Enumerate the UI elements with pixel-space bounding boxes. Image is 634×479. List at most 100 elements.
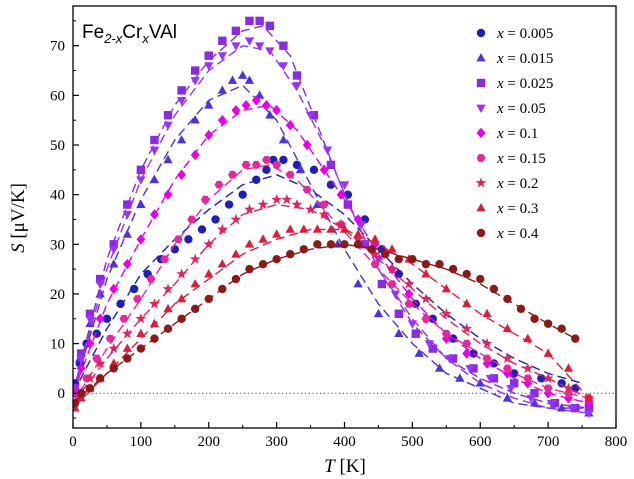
data-point xyxy=(122,229,132,238)
fit-curve xyxy=(73,84,589,409)
data-point xyxy=(217,85,227,94)
data-point xyxy=(312,199,322,208)
data-point xyxy=(200,195,210,204)
data-point xyxy=(563,382,574,393)
data-point xyxy=(216,223,228,234)
data-point xyxy=(305,203,316,215)
data-point xyxy=(136,165,146,175)
data-point xyxy=(411,329,420,338)
data-point xyxy=(76,363,86,374)
data-point xyxy=(516,304,526,314)
data-point xyxy=(252,175,261,184)
data-point xyxy=(523,333,533,342)
data-point xyxy=(136,176,146,185)
data-point xyxy=(465,365,475,374)
data-point xyxy=(404,288,414,300)
data-point xyxy=(177,314,186,323)
series-4 xyxy=(73,95,594,409)
data-point xyxy=(176,293,187,303)
data-point xyxy=(135,313,147,324)
data-point xyxy=(421,269,431,278)
data-point xyxy=(251,95,261,106)
data-point xyxy=(448,264,458,274)
series-6 xyxy=(73,193,595,408)
legend-marker xyxy=(475,177,487,188)
data-point xyxy=(85,309,95,319)
data-point xyxy=(190,115,200,124)
x-tick-label: 400 xyxy=(333,434,356,450)
data-point xyxy=(403,278,415,289)
axes: 0 100 200 300 400 500 600 700 800 0 10 20 30 40 50 60 70 xyxy=(50,5,627,450)
legend-marker xyxy=(476,202,486,212)
data-point xyxy=(265,47,275,56)
data-point xyxy=(435,259,444,269)
data-point xyxy=(162,283,174,294)
x-tick-label: 100 xyxy=(130,434,153,450)
data-point xyxy=(522,362,534,374)
data-point xyxy=(271,193,283,205)
data-point xyxy=(262,100,271,111)
data-point xyxy=(462,348,472,359)
legend-entry: x = 0.05 xyxy=(476,101,546,117)
data-point xyxy=(326,240,336,249)
data-point xyxy=(163,189,173,200)
data-point xyxy=(204,269,214,278)
data-point xyxy=(255,16,264,26)
data-point xyxy=(445,355,455,364)
data-point xyxy=(319,164,329,176)
fit-curve xyxy=(73,104,590,404)
data-point xyxy=(272,255,281,264)
data-point xyxy=(176,135,187,144)
data-point xyxy=(285,224,295,233)
data-point xyxy=(109,259,119,268)
data-point xyxy=(204,62,214,71)
data-point xyxy=(109,245,119,255)
data-point xyxy=(353,214,363,225)
data-point xyxy=(190,77,200,86)
y-axis-label: S [μV/K] xyxy=(8,183,29,253)
legend-entry: x = 0.4 xyxy=(476,226,539,242)
data-point xyxy=(292,71,302,80)
data-point xyxy=(163,154,173,164)
data-point xyxy=(387,244,397,253)
data-point xyxy=(136,328,146,338)
data-point xyxy=(584,393,594,402)
data-point xyxy=(557,324,566,333)
data-point xyxy=(489,374,499,383)
data-point xyxy=(116,299,125,309)
data-point xyxy=(150,135,159,145)
data-point xyxy=(231,249,241,258)
data-point xyxy=(160,255,170,264)
legend: x = 0.005 x = 0.015 x = 0.025 x = 0.05 x = 0… xyxy=(475,26,553,242)
data-point xyxy=(218,284,227,294)
data-point xyxy=(489,284,499,294)
legend-entry: x = 0.2 xyxy=(475,176,538,192)
legend-label: x = 0.1 xyxy=(496,126,538,142)
data-point xyxy=(109,240,118,249)
data-point xyxy=(241,161,251,169)
fit-curve xyxy=(73,243,576,404)
data-point xyxy=(441,329,451,338)
data-point xyxy=(102,314,112,323)
data-point xyxy=(285,170,295,179)
legend-label: x = 0.4 xyxy=(496,226,539,242)
data-point xyxy=(441,283,451,293)
data-point xyxy=(149,318,160,328)
data-point xyxy=(244,75,255,84)
data-point xyxy=(563,363,574,372)
data-point xyxy=(404,300,414,308)
data-point xyxy=(394,255,403,264)
legend-label: x = 0.025 xyxy=(496,76,553,92)
legend-marker xyxy=(476,154,486,162)
data-point xyxy=(255,42,265,51)
data-point xyxy=(190,304,200,314)
data-point xyxy=(94,357,106,369)
data-point xyxy=(481,337,493,349)
data-point xyxy=(292,82,302,91)
data-point xyxy=(109,364,118,373)
data-point xyxy=(258,259,268,269)
data-point xyxy=(177,169,187,181)
data-point xyxy=(197,225,207,234)
data-point xyxy=(408,255,417,264)
data-point xyxy=(217,259,227,268)
